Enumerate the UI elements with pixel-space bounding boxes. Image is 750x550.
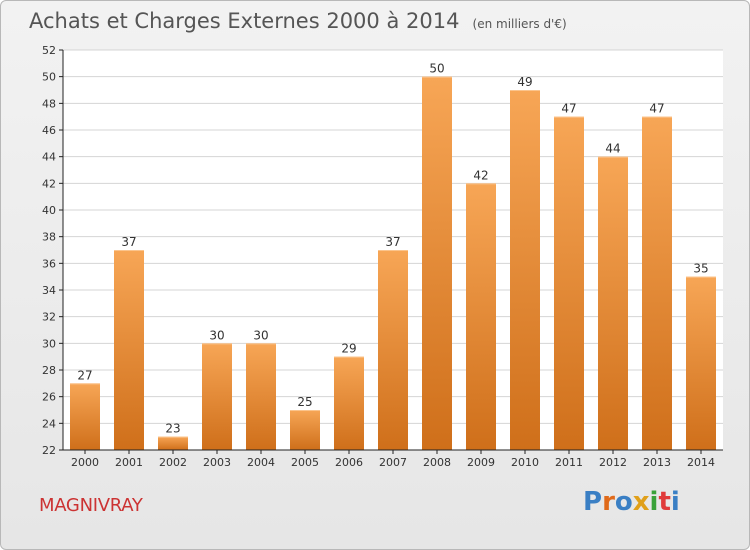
x-tick-label: 2005 <box>291 456 319 469</box>
chart-title: Achats et Charges Externes 2000 à 2014 <box>29 9 460 33</box>
data-label-2001: 37 <box>121 235 136 249</box>
y-tick-label: 48 <box>42 97 56 110</box>
bar-2008 <box>422 76 452 451</box>
x-tick-label: 2007 <box>379 456 407 469</box>
y-tick-label: 32 <box>42 311 56 324</box>
data-label-2011: 47 <box>561 102 576 116</box>
y-tick-label: 24 <box>42 417 56 430</box>
data-label-2007: 37 <box>385 235 400 249</box>
bar-2003 <box>202 343 232 450</box>
data-label-2002: 23 <box>165 422 180 436</box>
x-tick-label: 2008 <box>423 456 451 469</box>
logo-letter: i <box>649 487 659 517</box>
x-tick-label: 2014 <box>687 456 715 469</box>
x-tick-label: 2011 <box>555 456 583 469</box>
data-label-2009: 42 <box>473 168 488 182</box>
data-label-2013: 47 <box>649 102 664 116</box>
logo-letter: i <box>670 487 680 517</box>
bar-2002 <box>158 436 188 450</box>
chart-subtitle: (en milliers d'€) <box>472 17 567 31</box>
x-tick-label: 2012 <box>599 456 627 469</box>
bar-2004 <box>246 343 276 450</box>
y-tick-label: 46 <box>42 124 56 137</box>
data-label-2008: 50 <box>429 62 444 76</box>
place-name: MAGNIVRAY <box>39 495 143 516</box>
data-label-2006: 29 <box>341 342 356 356</box>
bar-2009 <box>466 183 496 451</box>
x-tick-label: 2003 <box>203 456 231 469</box>
y-tick-label: 36 <box>42 257 56 270</box>
data-label-2003: 30 <box>209 328 224 342</box>
y-tick-label: 52 <box>42 44 56 57</box>
x-tick-label: 2013 <box>643 456 671 469</box>
data-label-2014: 35 <box>693 262 708 276</box>
bar-2011 <box>554 116 584 451</box>
x-tick-label: 2009 <box>467 456 495 469</box>
data-label-2010: 49 <box>517 75 532 89</box>
bar-2001 <box>114 250 144 450</box>
chart-title-row: Achats et Charges Externes 2000 à 2014 (… <box>29 9 567 33</box>
y-tick-label: 38 <box>42 231 56 244</box>
data-label-2004: 30 <box>253 328 268 342</box>
x-tick-label: 2004 <box>247 456 275 469</box>
y-tick-label: 40 <box>42 204 56 217</box>
y-tick-label: 34 <box>42 284 56 297</box>
y-tick-label: 26 <box>42 391 56 404</box>
bar-2014 <box>686 276 716 450</box>
proxiti-logo: Proxiti <box>583 487 680 517</box>
y-tick-label: 30 <box>42 337 56 350</box>
bar-2007 <box>378 250 408 450</box>
bar-2013 <box>642 116 672 451</box>
bar-2012 <box>598 156 628 450</box>
x-tick-label: 2010 <box>511 456 539 469</box>
logo-letter: P <box>583 487 603 517</box>
logo-letter: t <box>658 487 671 517</box>
bar-2000 <box>70 383 100 450</box>
x-tick-label: 2002 <box>159 456 187 469</box>
x-tick-label: 2001 <box>115 456 143 469</box>
bar-2005 <box>290 410 320 450</box>
logo-letter: x <box>632 487 650 517</box>
bar-2010 <box>510 90 540 450</box>
y-tick-label: 42 <box>42 177 56 190</box>
y-tick-label: 22 <box>42 444 56 457</box>
x-tick-label: 2006 <box>335 456 363 469</box>
y-tick-label: 28 <box>42 364 56 377</box>
data-label-2012: 44 <box>605 142 620 156</box>
logo-letter: r <box>602 487 615 517</box>
data-label-2005: 25 <box>297 395 312 409</box>
bar-2006 <box>334 356 364 450</box>
logo-letter: o <box>614 487 633 517</box>
data-label-2000: 27 <box>77 368 92 382</box>
y-tick-label: 44 <box>42 151 56 164</box>
y-tick-label: 50 <box>42 71 56 84</box>
x-tick-label: 2000 <box>71 456 99 469</box>
